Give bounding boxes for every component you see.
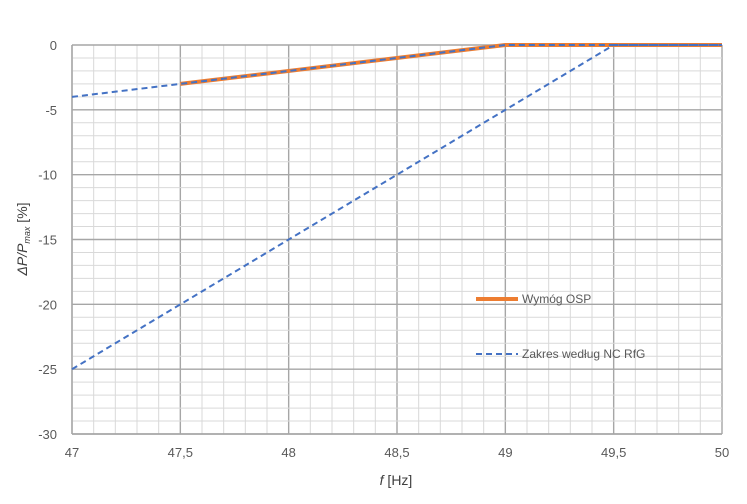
legend-label-osp: Wymóg OSP [522, 292, 591, 306]
y-tick-label: -25 [38, 362, 57, 377]
series-line-2 [71, 44, 722, 371]
x-tick-label: 47,5 [168, 445, 193, 460]
x-tick-label: 48,5 [384, 445, 409, 460]
legend: Wymóg OSP Zakres według NC RfG [476, 292, 645, 361]
y-tick-label: 0 [50, 38, 57, 53]
x-tick-label: 49,5 [601, 445, 626, 460]
legend-label-rfg: Zakres według NC RfG [522, 347, 645, 361]
y-tick-label: -20 [38, 297, 57, 312]
y-tick-label: -5 [45, 103, 57, 118]
y-tick-label: -10 [38, 168, 57, 183]
series-lines [71, 43, 722, 371]
y-tick-label: -15 [38, 233, 57, 248]
y-tick-labels: 0 -5 -10 -15 -20 -25 -30 [38, 38, 57, 442]
y-axis-title: ΔP/Pmax [%] [14, 202, 32, 276]
x-tick-label: 50 [715, 445, 729, 460]
x-tick-label: 48 [281, 445, 295, 460]
x-tick-label: 47 [65, 445, 79, 460]
x-tick-labels: 47 47,5 48 48,5 49 49,5 50 [65, 445, 729, 460]
x-tick-label: 49 [498, 445, 512, 460]
y-tick-label: -30 [38, 427, 57, 442]
grid [71, 44, 723, 435]
x-axis-title: f [Hz] [380, 472, 413, 488]
